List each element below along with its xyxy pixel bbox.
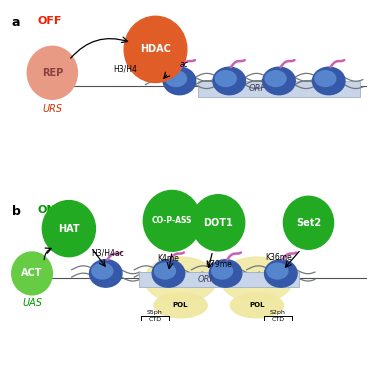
FancyBboxPatch shape <box>139 272 299 287</box>
Ellipse shape <box>313 67 345 95</box>
Ellipse shape <box>163 67 196 95</box>
Text: K79me: K79me <box>205 260 232 269</box>
Text: Set2: Set2 <box>296 218 321 228</box>
Circle shape <box>12 252 52 295</box>
Text: UAS: UAS <box>22 298 42 308</box>
Text: H3/H4: H3/H4 <box>113 65 137 74</box>
Ellipse shape <box>92 263 113 279</box>
Ellipse shape <box>263 67 295 95</box>
Text: HDAC: HDAC <box>140 45 171 54</box>
Ellipse shape <box>221 257 293 302</box>
Text: H3/H4ac: H3/H4ac <box>91 249 124 258</box>
Ellipse shape <box>152 260 185 287</box>
Text: K4me: K4me <box>157 254 179 263</box>
Text: HAT: HAT <box>58 224 80 233</box>
Circle shape <box>143 190 201 251</box>
Text: CO-P-ASS: CO-P-ASS <box>152 216 192 225</box>
Ellipse shape <box>267 263 288 279</box>
Ellipse shape <box>215 71 236 86</box>
Ellipse shape <box>265 71 286 86</box>
Ellipse shape <box>209 260 242 287</box>
Text: OFF: OFF <box>38 16 62 26</box>
Text: b: b <box>12 205 21 218</box>
Text: POL: POL <box>249 302 265 308</box>
Text: POL: POL <box>173 302 188 308</box>
Text: CTD: CTD <box>148 317 161 322</box>
Ellipse shape <box>155 263 175 279</box>
Text: URS: URS <box>42 104 63 114</box>
Text: K36me: K36me <box>265 253 292 262</box>
Ellipse shape <box>90 260 122 287</box>
Circle shape <box>283 196 333 249</box>
Ellipse shape <box>231 293 283 318</box>
FancyBboxPatch shape <box>198 81 360 97</box>
Text: REP: REP <box>42 68 63 78</box>
Text: DOT1: DOT1 <box>203 218 233 228</box>
Ellipse shape <box>212 263 233 279</box>
Circle shape <box>192 195 245 251</box>
Circle shape <box>124 16 187 83</box>
Text: ac: ac <box>179 61 188 70</box>
Text: ORF: ORF <box>248 84 266 93</box>
Ellipse shape <box>315 71 336 86</box>
Ellipse shape <box>154 293 207 318</box>
Text: a: a <box>12 16 20 29</box>
Text: ON: ON <box>38 205 56 215</box>
Text: S2ph: S2ph <box>270 310 286 315</box>
Ellipse shape <box>144 257 217 302</box>
Ellipse shape <box>166 71 186 86</box>
Ellipse shape <box>213 67 245 95</box>
Text: ORF: ORF <box>198 275 215 284</box>
Text: S5ph: S5ph <box>147 310 163 315</box>
Circle shape <box>27 46 77 99</box>
Text: CTD: CTD <box>271 317 285 322</box>
Text: ACT: ACT <box>21 269 43 278</box>
Circle shape <box>42 201 95 256</box>
Ellipse shape <box>265 260 297 287</box>
